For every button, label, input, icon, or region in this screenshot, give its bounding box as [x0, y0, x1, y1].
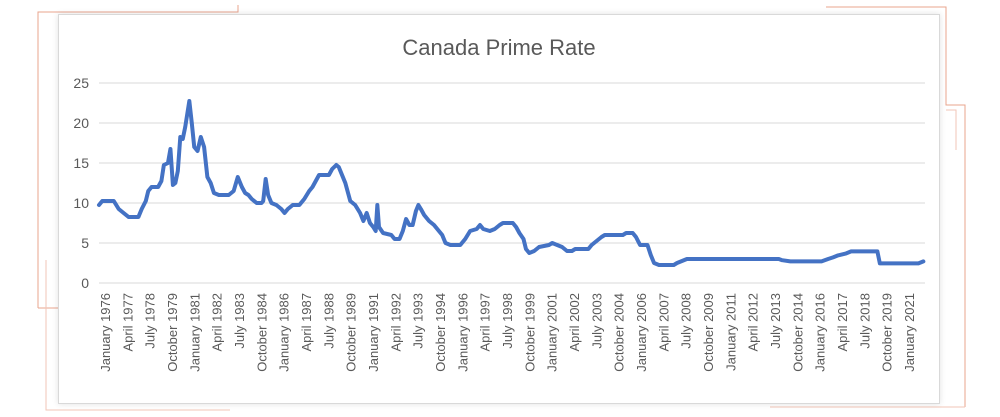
- x-tick-label: April 2012: [746, 293, 761, 352]
- x-tick-label: July 1978: [143, 293, 158, 349]
- x-tick-label: January 1981: [187, 293, 202, 372]
- x-tick-label: April 1977: [120, 293, 135, 352]
- y-tick-label: 10: [73, 195, 89, 211]
- x-tick-label: July 1988: [321, 293, 336, 349]
- y-tick-label: 25: [73, 75, 89, 91]
- x-tick-label: January 2016: [813, 293, 828, 372]
- x-tick-label: July 1983: [232, 293, 247, 349]
- x-tick-label: April 1982: [210, 293, 225, 352]
- x-tick-label: January 2011: [723, 293, 738, 371]
- x-tick-label: January 1996: [455, 293, 470, 372]
- series-line: [97, 99, 926, 267]
- y-tick-label: 15: [73, 155, 89, 171]
- x-tick-label: October 2009: [701, 293, 716, 372]
- series-layer: [97, 99, 926, 267]
- x-tick-label: July 2018: [857, 293, 872, 349]
- x-tick-label: April 1987: [299, 293, 314, 352]
- x-tick-label: October 1994: [433, 293, 448, 372]
- x-tick-label: April 1997: [478, 293, 493, 352]
- x-tick-label: July 1998: [500, 293, 515, 349]
- x-tick-label: October 2004: [612, 293, 627, 372]
- y-tick-label: 5: [81, 235, 89, 251]
- x-tick-label: April 2017: [835, 293, 850, 352]
- y-tick-label: 0: [81, 275, 89, 291]
- x-tick-label: October 1984: [254, 293, 269, 372]
- y-axis-tick-labels: 0 5 10 15 20 25: [73, 75, 89, 291]
- x-tick-label: October 1999: [522, 293, 537, 372]
- x-tick-label: January 1991: [366, 293, 381, 372]
- x-tick-label: July 1993: [411, 293, 426, 349]
- x-tick-label: October 1989: [344, 293, 359, 372]
- x-tick-label: April 1992: [388, 293, 403, 352]
- x-tick-label: January 1976: [98, 293, 113, 372]
- x-tick-label: April 2002: [567, 293, 582, 352]
- chart-container: Canada Prime Rate 0 5 10 15 20 25 January 197…: [58, 14, 940, 404]
- x-tick-label: July 2003: [589, 293, 604, 349]
- x-tick-label: January 2006: [634, 293, 649, 372]
- x-tick-label: July 2008: [679, 293, 694, 349]
- x-tick-label: April 2007: [656, 293, 671, 352]
- x-tick-label: January 1986: [277, 293, 292, 372]
- gridlines: [99, 82, 925, 284]
- x-tick-label: October 1979: [165, 293, 180, 372]
- x-axis-tick-labels: January 1976 April 1977 July 1978 October 1…: [98, 293, 917, 372]
- chart-title: Canada Prime Rate: [402, 35, 595, 60]
- x-tick-label: July 2013: [768, 293, 783, 349]
- x-tick-label: October 2019: [880, 293, 895, 372]
- x-tick-label: January 2001: [545, 293, 560, 372]
- line-chart: Canada Prime Rate 0 5 10 15 20 25 January 197…: [73, 35, 926, 372]
- x-tick-label: October 2014: [790, 293, 805, 372]
- x-tick-label: January 2021: [902, 293, 917, 372]
- y-tick-label: 20: [73, 115, 89, 131]
